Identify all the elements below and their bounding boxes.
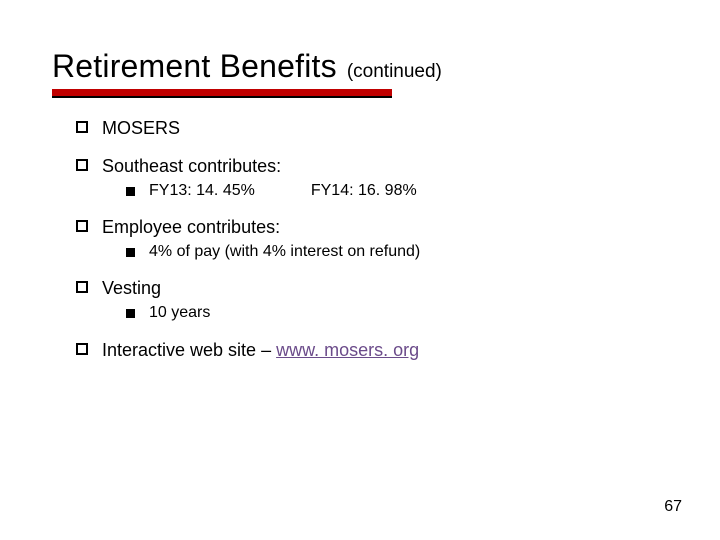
square-filled-icon xyxy=(126,187,135,196)
slide-subtitle: (continued) xyxy=(347,61,442,83)
sub-bullet-item: 10 years xyxy=(126,303,668,324)
bullet-text: Vesting xyxy=(102,276,161,300)
square-outline-icon xyxy=(76,121,88,133)
bullet-text: Southeast contributes: xyxy=(102,154,281,178)
sub-bullet-text: 4% of pay (with 4% interest on refund) xyxy=(149,242,420,263)
sub-bullet-col-b: FY14: 16. 98% xyxy=(311,181,417,202)
sub-bullet-row: FY13: 14. 45% FY14: 16. 98% xyxy=(149,181,417,202)
bullet-text-prefix: Interactive web site – xyxy=(102,340,276,360)
website-link[interactable]: www. mosers. org xyxy=(276,340,419,360)
bullet-item: Interactive web site – www. mosers. org xyxy=(76,338,668,362)
bullet-item: MOSERS xyxy=(76,116,668,140)
title-row: Retirement Benefits (continued) xyxy=(52,48,668,85)
sub-bullet-item: FY13: 14. 45% FY14: 16. 98% xyxy=(126,181,668,202)
slide: Retirement Benefits (continued) MOSERS S… xyxy=(0,0,720,540)
square-filled-icon xyxy=(126,248,135,257)
square-outline-icon xyxy=(76,220,88,232)
square-filled-icon xyxy=(126,309,135,318)
content: MOSERS Southeast contributes: FY13: 14. … xyxy=(52,116,668,362)
bullet-text: Employee contributes: xyxy=(102,215,280,239)
bullet-text: MOSERS xyxy=(102,116,180,140)
square-outline-icon xyxy=(76,343,88,355)
bullet-item: Southeast contributes: xyxy=(76,154,668,178)
sub-bullet-col-a: FY13: 14. 45% xyxy=(149,181,255,202)
sub-bullet-text: 10 years xyxy=(149,303,210,324)
slide-title: Retirement Benefits xyxy=(52,48,337,85)
bullet-item: Vesting xyxy=(76,276,668,300)
sub-bullet-item: 4% of pay (with 4% interest on refund) xyxy=(126,242,668,263)
page-number: 67 xyxy=(664,498,682,516)
bullet-item: Employee contributes: xyxy=(76,215,668,239)
square-outline-icon xyxy=(76,281,88,293)
title-underline xyxy=(52,89,392,98)
title-underline-base xyxy=(52,96,392,98)
bullet-text-with-link: Interactive web site – www. mosers. org xyxy=(102,338,419,362)
title-underline-accent xyxy=(52,89,392,96)
square-outline-icon xyxy=(76,159,88,171)
